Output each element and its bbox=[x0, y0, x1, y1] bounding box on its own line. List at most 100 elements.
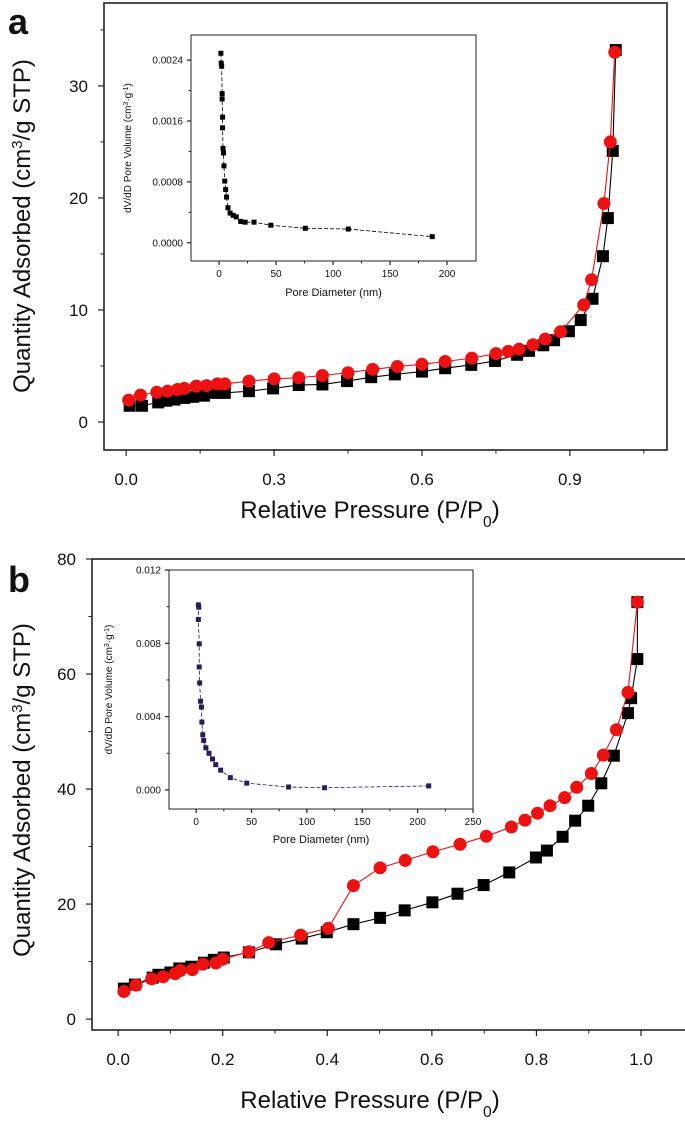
x-axis-label: Relative Pressure (P/P0) bbox=[240, 497, 499, 531]
x-tick-label: 50 bbox=[270, 269, 282, 280]
inset-x-axis-label: Pore Diameter (nm) bbox=[285, 287, 382, 299]
y-tick-label: 0.000 bbox=[136, 786, 161, 797]
data-point-square bbox=[135, 399, 148, 412]
data-point-square bbox=[218, 386, 231, 399]
data-point-square bbox=[218, 767, 224, 773]
inset-y-axis-label-text: dV/dD Pore Volume (cm bbox=[104, 647, 115, 754]
x-tick-label: 200 bbox=[409, 817, 426, 828]
data-point-square bbox=[477, 879, 490, 892]
y-axis-label-text: /g STP) bbox=[9, 623, 36, 704]
y-tick-label: 0.012 bbox=[136, 566, 161, 577]
data-point-square bbox=[198, 698, 204, 704]
x-axis-label-text: Relative Pressure (P/P bbox=[240, 1087, 483, 1114]
superscript: 3 bbox=[104, 643, 111, 647]
data-point-square bbox=[242, 385, 255, 398]
data-point-square bbox=[219, 91, 225, 97]
y-tick-label: 0.0008 bbox=[152, 177, 183, 188]
data-point-square bbox=[213, 762, 219, 768]
x-tick-label: 150 bbox=[354, 817, 371, 828]
data-point-circle bbox=[373, 861, 387, 875]
x-axis-label-text: Relative Pressure (P/P bbox=[240, 497, 483, 524]
data-point-square bbox=[233, 214, 239, 220]
panel-label: b bbox=[8, 559, 30, 600]
data-point-circle bbox=[512, 342, 526, 356]
data-point-circle bbox=[621, 685, 635, 699]
data-point-circle bbox=[526, 338, 540, 352]
data-point-circle bbox=[603, 135, 617, 149]
data-point-square bbox=[218, 50, 224, 56]
panel-label: a bbox=[8, 1, 29, 42]
data-point-circle bbox=[630, 595, 644, 609]
data-point-square bbox=[225, 205, 231, 211]
x-tick-label: 0.6 bbox=[420, 1050, 444, 1069]
data-point-square bbox=[302, 225, 308, 231]
superscript: -1 bbox=[123, 86, 130, 92]
data-point-circle bbox=[177, 381, 191, 395]
data-point-circle bbox=[426, 845, 440, 859]
data-point-square bbox=[220, 114, 226, 120]
inset-y-axis-label-text: ·g bbox=[104, 634, 115, 643]
data-point-square bbox=[316, 378, 329, 391]
data-point-square bbox=[398, 904, 411, 917]
data-point-circle bbox=[346, 879, 360, 893]
x-tick-label: 0.2 bbox=[211, 1050, 235, 1069]
data-point-circle bbox=[608, 45, 622, 59]
y-tick-label: 10 bbox=[69, 301, 88, 320]
x-axis-label-text: ) bbox=[492, 497, 500, 524]
data-point-circle bbox=[554, 325, 568, 339]
y-tick-label: 0.0000 bbox=[152, 238, 183, 249]
data-point-circle bbox=[597, 197, 611, 211]
data-point-circle bbox=[242, 374, 256, 388]
inset-x-axis-label: Pore Diameter (nm) bbox=[273, 834, 370, 846]
data-point-circle bbox=[122, 393, 136, 407]
data-point-circle bbox=[262, 936, 276, 950]
inset-y-axis-label-text: ) bbox=[123, 83, 134, 86]
data-point-circle bbox=[292, 371, 306, 385]
data-point-circle bbox=[341, 366, 355, 380]
data-point-square bbox=[203, 745, 209, 751]
data-point-square bbox=[426, 896, 439, 909]
data-point-square bbox=[621, 707, 634, 720]
data-point-square bbox=[426, 783, 432, 789]
inset-y-axis-label-text: ) bbox=[104, 625, 115, 628]
data-point-square bbox=[222, 178, 228, 184]
data-point-square bbox=[607, 749, 620, 762]
inset-frame bbox=[190, 34, 477, 262]
x-tick-label: 0.9 bbox=[558, 470, 582, 489]
data-point-square bbox=[251, 219, 257, 225]
data-point-square bbox=[574, 314, 587, 327]
data-point-circle bbox=[196, 957, 210, 971]
x-axis-label-subscript: 0 bbox=[483, 1104, 492, 1121]
data-point-circle bbox=[489, 347, 503, 361]
data-point-circle bbox=[173, 963, 187, 977]
data-point-square bbox=[218, 60, 224, 66]
data-point-square bbox=[227, 775, 233, 781]
data-point-circle bbox=[315, 369, 329, 382]
y-axis-label-text: Quantity Adsorbed (cm bbox=[9, 149, 36, 393]
superscript: 3 bbox=[9, 140, 26, 148]
data-point-square bbox=[200, 732, 206, 738]
y-tick-label: 30 bbox=[69, 77, 88, 96]
data-point-circle bbox=[156, 970, 170, 984]
data-point-square bbox=[347, 918, 360, 931]
data-point-circle bbox=[518, 813, 532, 827]
y-axis-label: Quantity Adsorbed (cm3/g STP) bbox=[9, 59, 37, 393]
inset-y-axis-label: dV/dD Pore Volume (cm3·g-1) bbox=[123, 83, 135, 213]
superscript: 3 bbox=[9, 704, 26, 712]
data-point-circle bbox=[398, 853, 412, 867]
y-tick-label: 0.0024 bbox=[152, 56, 183, 67]
data-point-circle bbox=[504, 820, 518, 834]
data-point-circle bbox=[216, 952, 230, 966]
data-point-square bbox=[322, 785, 328, 791]
y-tick-label: 0.008 bbox=[136, 639, 161, 650]
data-point-circle bbox=[558, 791, 572, 805]
x-tick-label: 0 bbox=[216, 269, 222, 280]
inset-chart: 0 50 100 150 200 250 0.000 0.004 0.008 0.012 Pore … bbox=[104, 566, 482, 846]
data-point-square bbox=[595, 777, 608, 790]
x-tick-label: 100 bbox=[299, 817, 316, 828]
data-point-square bbox=[529, 851, 542, 864]
y-axis-label: Quantity Adsorbed (cm3/g STP) bbox=[9, 623, 37, 957]
data-point-circle bbox=[438, 354, 452, 368]
data-point-circle bbox=[585, 273, 599, 287]
x-tick-label: 0.4 bbox=[315, 1050, 339, 1069]
